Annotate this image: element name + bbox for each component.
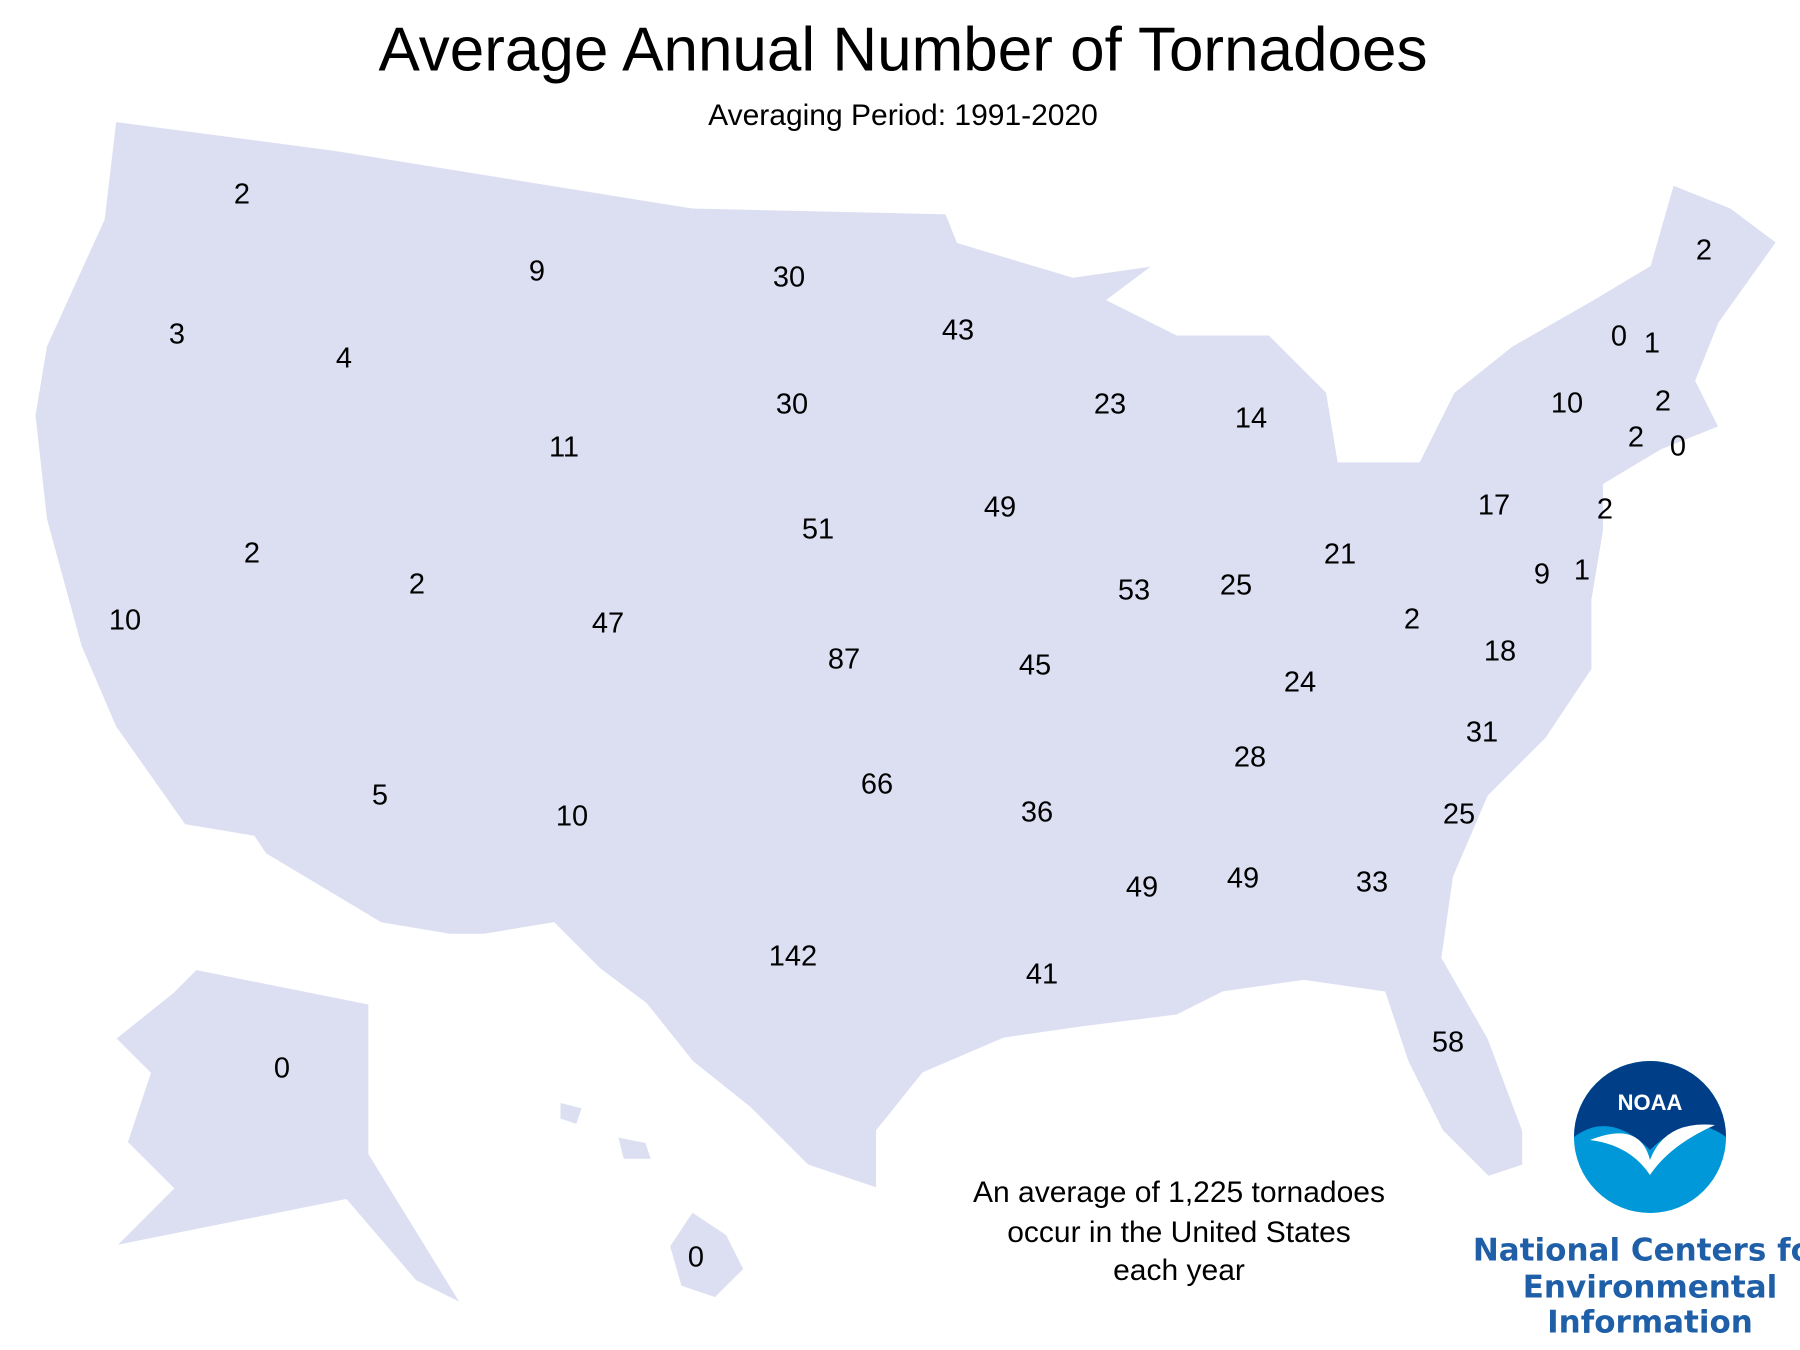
state-value: 66	[861, 769, 893, 801]
state-value: 36	[1021, 797, 1053, 829]
state-value: 2	[1655, 386, 1671, 418]
state-value: 30	[776, 389, 808, 421]
state-value: 21	[1324, 539, 1356, 571]
state-value: 9	[529, 256, 545, 288]
state-value: 2	[244, 538, 260, 570]
logo-gull	[1590, 1124, 1715, 1175]
state-value: 45	[1019, 650, 1051, 682]
logo-text: Environmental	[1523, 1270, 1778, 1306]
state-value: 1	[1574, 555, 1590, 587]
state-value: 18	[1484, 636, 1516, 668]
state-value: 2	[1404, 604, 1420, 636]
logo-text: Information	[1547, 1305, 1753, 1341]
state-value: 87	[828, 644, 860, 676]
state-value: 14	[1235, 403, 1267, 435]
state-value: 3	[169, 319, 185, 351]
note-line: occur in the United States	[1007, 1216, 1351, 1249]
state-value: 43	[942, 315, 974, 347]
state-value: 11	[549, 432, 579, 464]
state-value: 25	[1220, 570, 1252, 602]
note-line: An average of 1,225 tornadoes	[973, 1176, 1385, 1209]
note-line: each year	[1113, 1254, 1245, 1287]
state-value: 24	[1284, 667, 1316, 699]
logo-emblem: NOAA	[1618, 1090, 1683, 1115]
state-value: 31	[1466, 717, 1498, 749]
state-value: 1	[1644, 328, 1660, 360]
state-value: 2	[234, 179, 250, 211]
state-value: 10	[109, 605, 141, 637]
state-value: 2	[409, 569, 425, 601]
state-value: 0	[688, 1242, 704, 1274]
state-value: 23	[1094, 389, 1126, 421]
state-value: 25	[1443, 799, 1475, 831]
contiguous-us	[33, 120, 1779, 1190]
title: Average Annual Number of Tornadoes	[379, 15, 1428, 84]
hawaii	[668, 1210, 746, 1300]
state-value: 49	[1126, 872, 1158, 904]
alaska	[112, 968, 464, 1306]
state-value: 10	[556, 801, 588, 833]
state-value: 0	[274, 1053, 290, 1085]
state-value: 142	[769, 941, 817, 973]
state-value: 53	[1118, 575, 1150, 607]
state-value: 9	[1534, 559, 1550, 591]
logo-top	[1574, 1061, 1726, 1150]
subtitle: Averaging Period: 1991-2020	[708, 99, 1098, 132]
noaa-logo: NOAA National Centers for Environmental …	[1473, 1061, 1800, 1341]
state-value: 0	[1611, 321, 1627, 353]
state-value: 49	[984, 492, 1016, 524]
state-value: 30	[773, 262, 805, 294]
logo-text: National Centers for	[1473, 1233, 1800, 1269]
hawaii-islands	[558, 1100, 584, 1127]
state-value: 58	[1432, 1027, 1464, 1059]
state-value: 51	[802, 514, 834, 546]
map-shapes	[33, 120, 1779, 1306]
hawaii-islands	[616, 1135, 654, 1161]
state-value: 49	[1227, 863, 1259, 895]
state-value: 33	[1356, 867, 1388, 899]
state-value: 2	[1597, 494, 1613, 526]
state-value: 47	[592, 608, 624, 640]
state-value: 10	[1551, 388, 1583, 420]
state-value: 28	[1234, 742, 1266, 774]
state-value: 0	[1670, 431, 1686, 463]
state-value: 5	[372, 780, 388, 812]
state-value: 41	[1026, 959, 1058, 991]
state-value: 2	[1696, 235, 1712, 267]
state-value: 17	[1478, 490, 1510, 522]
state-value: 2	[1628, 422, 1644, 454]
state-value: 4	[336, 343, 352, 375]
